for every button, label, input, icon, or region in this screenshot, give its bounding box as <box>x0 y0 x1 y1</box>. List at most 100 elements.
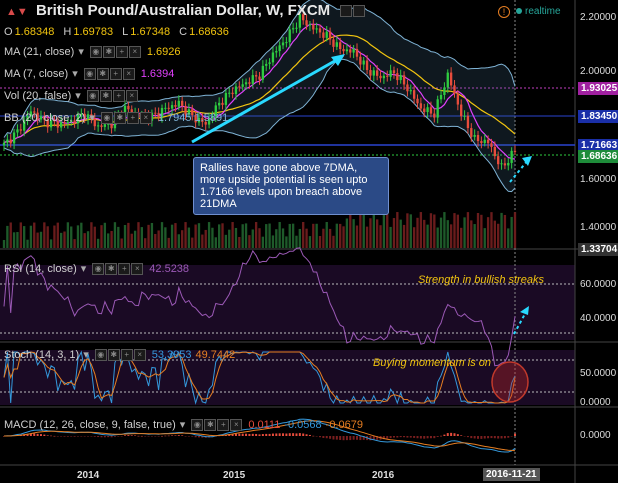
gear-icon[interactable]: ✱ <box>113 111 126 124</box>
macd-hist-bar <box>197 436 200 438</box>
macd-hist-bar <box>181 435 184 436</box>
candle <box>359 51 362 70</box>
dropdown-icon[interactable]: ▾ <box>83 349 89 361</box>
eye-icon[interactable]: ◉ <box>89 45 102 58</box>
gear-icon[interactable]: ✱ <box>107 348 120 361</box>
price-projection-arrowhead <box>522 156 532 166</box>
candle <box>409 84 412 95</box>
legend-stoch[interactable]: Stoch (14, 3, 1) ▾ ◉ ✱ + × 53.3953 49.7442 <box>4 348 235 361</box>
candle-body <box>221 102 224 105</box>
candle <box>339 37 342 55</box>
volume-bar <box>248 235 251 248</box>
eye-icon[interactable]: ◉ <box>86 89 99 102</box>
info-icon[interactable]: ! <box>498 6 510 18</box>
candle-body <box>460 104 463 117</box>
eye-icon[interactable]: ◉ <box>83 67 96 80</box>
candle-body <box>302 14 305 21</box>
candle-body <box>291 28 295 30</box>
candle <box>174 100 177 112</box>
momentum-highlight-circle <box>491 361 529 403</box>
close-icon[interactable]: × <box>131 262 144 275</box>
plus-icon[interactable]: + <box>126 111 139 124</box>
candle <box>513 145 517 155</box>
candle <box>382 72 386 84</box>
plus-icon[interactable]: + <box>217 418 230 431</box>
dropdown-icon[interactable]: ▾ <box>72 68 78 80</box>
compare-icon[interactable] <box>353 5 366 18</box>
volume-bar <box>73 239 76 248</box>
volume-bar <box>238 236 241 248</box>
rsi-pane-background <box>0 265 575 340</box>
close-icon[interactable]: × <box>122 67 135 80</box>
close-icon[interactable]: × <box>133 348 146 361</box>
bb-lower-line <box>3 58 516 193</box>
candle-body <box>513 150 517 152</box>
dropdown-icon[interactable]: ▾ <box>89 112 95 124</box>
eye-icon[interactable]: ◉ <box>92 262 105 275</box>
collapse-icon[interactable]: ▲▼ <box>6 6 28 18</box>
candle-body <box>490 143 493 147</box>
volume-bar <box>302 222 305 248</box>
macd-hist-bar <box>117 436 120 437</box>
candle <box>365 55 369 75</box>
candle <box>16 124 19 138</box>
candle <box>221 97 224 110</box>
candle-body <box>392 70 396 74</box>
plus-icon[interactable]: + <box>112 89 125 102</box>
legend-vol[interactable]: Vol (20, false) ▾ ◉ ✱ + × <box>4 89 142 102</box>
plus-icon[interactable]: + <box>109 67 122 80</box>
close-icon[interactable]: × <box>128 45 141 58</box>
candle-body <box>244 82 248 85</box>
close-icon[interactable]: × <box>139 111 152 124</box>
plus-icon[interactable]: + <box>120 348 133 361</box>
candle-body <box>275 51 278 53</box>
macd-hist-bar <box>63 436 66 437</box>
legend-ma21[interactable]: MA (21, close) ▾ ◉ ✱ + × 1.6926 <box>4 45 181 58</box>
settings-icon[interactable] <box>340 5 353 18</box>
legend-ma7[interactable]: MA (7, close) ▾ ◉ ✱ + × 1.6394 <box>4 67 174 80</box>
volume-bar <box>16 232 19 248</box>
volume-bar <box>254 222 258 248</box>
macd-hist-bar <box>154 436 157 437</box>
rsi-series <box>3 247 516 367</box>
candle <box>9 134 12 148</box>
gear-icon[interactable]: ✱ <box>99 89 112 102</box>
legend-macd[interactable]: MACD (12, 26, close, 9, false, true) ▾ ◉ ✱… <box>4 418 363 431</box>
volume-bar <box>463 217 466 248</box>
candle-body <box>288 29 291 43</box>
candle-body <box>416 98 419 104</box>
macd-hist-bar <box>258 434 261 436</box>
legend-rsi[interactable]: RSI (14, close) ▾ ◉ ✱ + × 42.5238 <box>4 262 189 275</box>
close-icon[interactable]: × <box>125 89 138 102</box>
volume-bar <box>433 214 436 248</box>
gear-icon[interactable]: ✱ <box>102 45 115 58</box>
gear-icon[interactable]: ✱ <box>204 418 217 431</box>
candle <box>463 110 466 121</box>
candle-body <box>463 115 466 117</box>
candle <box>332 34 335 53</box>
legend-bb[interactable]: BB (20, close, 2) ▾ ◉ ✱ + × 1.7945 1.5891 <box>4 111 228 124</box>
dropdown-icon[interactable]: ▾ <box>78 46 84 58</box>
plus-icon[interactable]: + <box>115 45 128 58</box>
candle-body <box>238 86 241 88</box>
candle <box>241 78 244 91</box>
macd-hist-bar <box>275 433 278 436</box>
volume-bar <box>96 238 100 248</box>
plus-icon[interactable]: + <box>118 262 131 275</box>
macd-hist-bar <box>450 432 453 436</box>
candle <box>345 43 349 55</box>
eye-icon[interactable]: ◉ <box>94 348 107 361</box>
candle-body <box>100 125 103 127</box>
gear-icon[interactable]: ✱ <box>105 262 118 275</box>
realtime-dot-icon <box>516 8 522 14</box>
dropdown-icon[interactable]: ▾ <box>75 90 81 102</box>
gear-icon[interactable]: ✱ <box>96 67 109 80</box>
macd-hist-bar <box>325 436 328 439</box>
close-icon[interactable]: × <box>230 418 243 431</box>
dropdown-icon[interactable]: ▾ <box>80 263 87 275</box>
dropdown-icon[interactable]: ▾ <box>179 419 186 431</box>
candle <box>201 113 204 128</box>
eye-icon[interactable]: ◉ <box>191 418 204 431</box>
eye-icon[interactable]: ◉ <box>100 111 113 124</box>
